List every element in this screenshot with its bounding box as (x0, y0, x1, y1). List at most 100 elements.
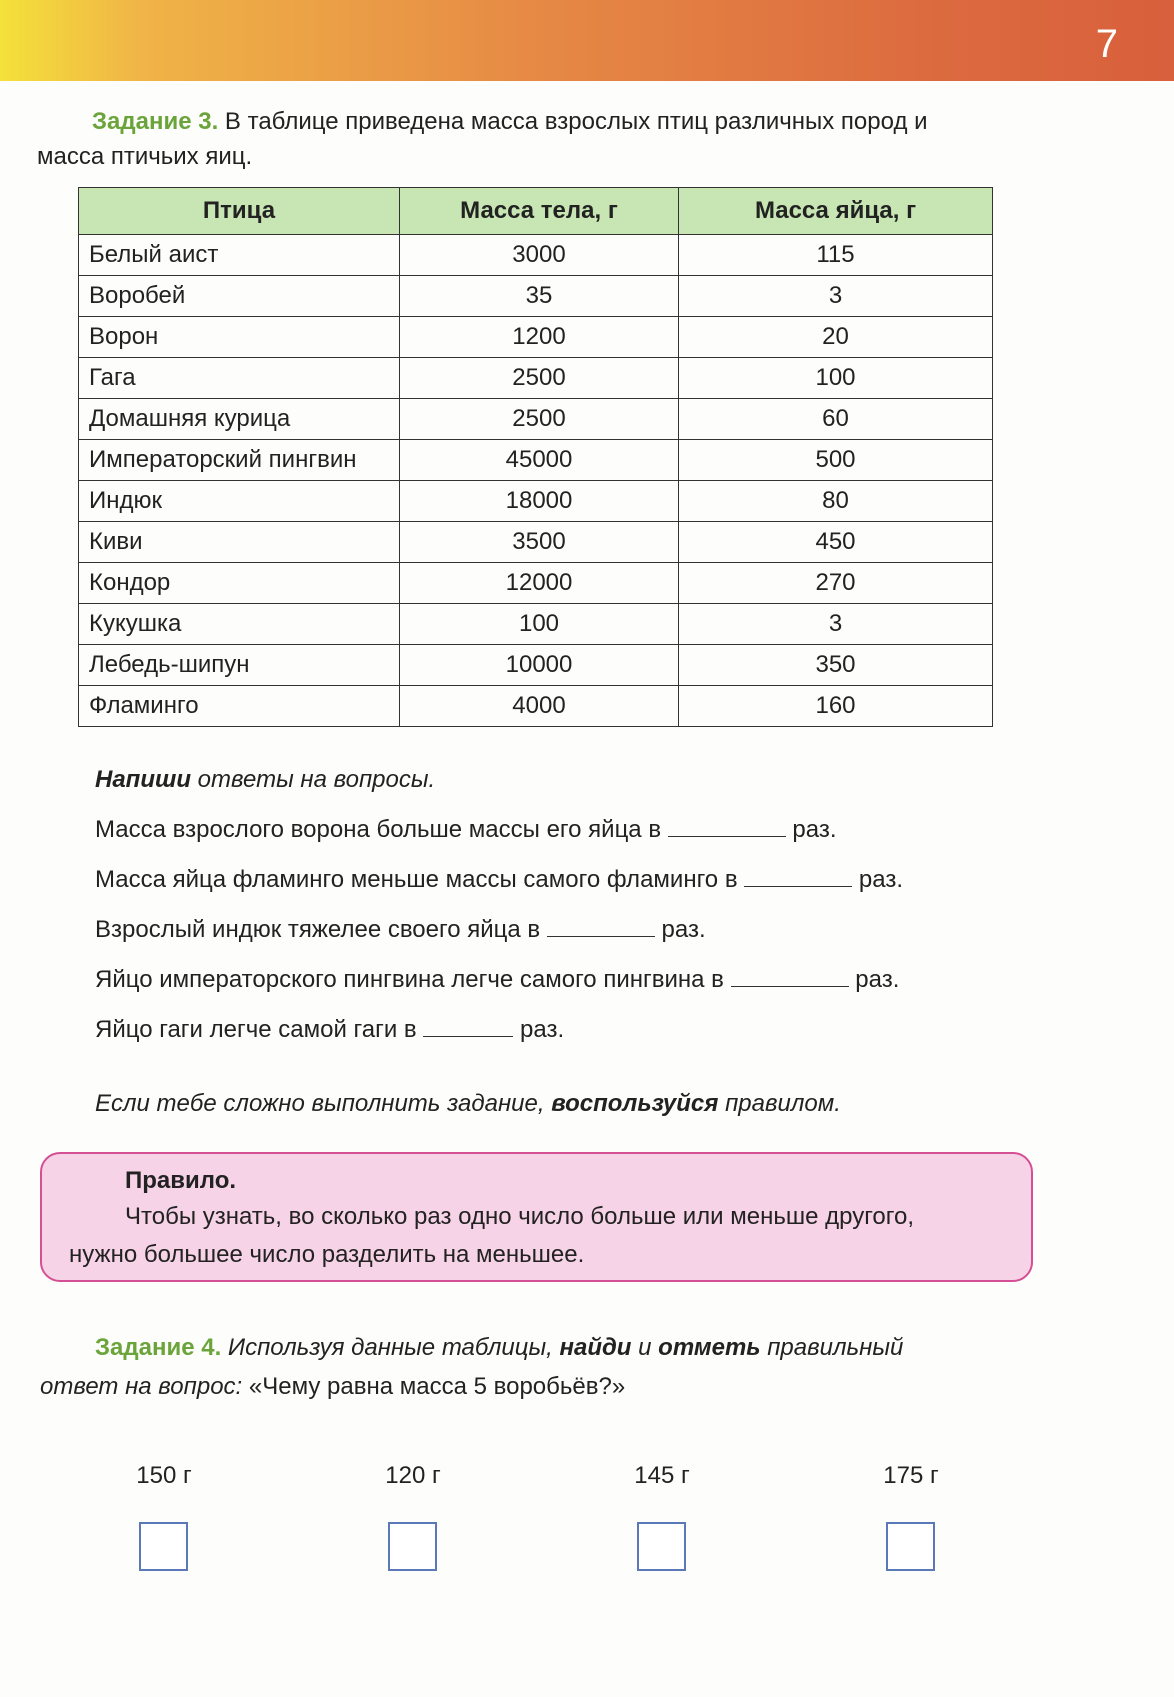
question-suffix: раз. (855, 966, 900, 993)
table-row: Гага 2500 100 (78, 357, 993, 399)
question-suffix: раз. (520, 1016, 565, 1043)
body-mass: 18000 (399, 480, 679, 522)
rule-line2: нужно большее число разделить на меньшее… (69, 1241, 585, 1268)
bird-name: Кукушка (78, 603, 400, 645)
table-row: Ворон 1200 20 (78, 316, 993, 358)
rule-title: Правило. (125, 1167, 237, 1194)
page-number: 7 (1095, 22, 1118, 66)
task3-line2: масса птичьих яиц. (37, 143, 253, 170)
body-mass: 3000 (399, 234, 679, 276)
body-mass: 2500 (399, 357, 679, 399)
egg-mass: 350 (678, 644, 993, 686)
egg-mass: 160 (678, 685, 993, 727)
task4-quote: «Чему равна масса 5 воробьёв?» (248, 1373, 626, 1400)
table-row: Индюк 18000 80 (78, 480, 993, 522)
body-mass: 45000 (399, 439, 679, 481)
egg-mass: 100 (678, 357, 993, 399)
question-suffix: раз. (792, 816, 837, 843)
task4-t2: и (631, 1334, 659, 1361)
question-suffix: раз. (661, 916, 706, 943)
option-label: 145 г (634, 1462, 690, 1489)
option-checkbox[interactable] (388, 1522, 437, 1571)
answer-blank[interactable] (423, 1014, 514, 1037)
bird-name: Императорский пингвин (78, 439, 400, 481)
body-mass: 2500 (399, 398, 679, 440)
answer-blank[interactable] (730, 964, 849, 987)
body-mass: 100 (399, 603, 679, 645)
question: Взрослый индюк тяжелее своего яйца в раз… (95, 913, 706, 947)
egg-mass: 3 (678, 275, 993, 317)
egg-mass: 115 (678, 234, 993, 276)
body-mass: 3500 (399, 521, 679, 563)
question: Масса взрослого ворона больше массы его … (95, 813, 837, 847)
header-body-mass: Масса тела, г (399, 187, 679, 235)
answer-blank[interactable] (744, 864, 853, 887)
body-mass: 35 (399, 275, 679, 317)
option-checkbox[interactable] (886, 1522, 935, 1571)
intro-rest: ответы на вопросы. (191, 766, 436, 793)
bird-name: Ворон (78, 316, 400, 358)
task4-t4: ответ на вопрос: (40, 1373, 249, 1400)
option-label: 150 г (136, 1462, 192, 1489)
answer-blank[interactable] (667, 814, 786, 837)
option-label: 175 г (883, 1462, 939, 1489)
egg-mass: 270 (678, 562, 993, 604)
hint-a: Если тебе сложно выполнить задание, (95, 1090, 552, 1117)
bird-name: Гага (78, 357, 400, 399)
task4-t1: Используя данные таблицы, (221, 1334, 560, 1361)
questions-intro: Напиши ответы на вопросы. (95, 763, 435, 797)
header-bird: Птица (78, 187, 400, 235)
hint-c: правилом. (718, 1090, 841, 1117)
answer-blank[interactable] (546, 914, 655, 937)
bird-name: Воробей (78, 275, 400, 317)
table-row: Кондор 12000 270 (78, 562, 993, 604)
bird-name: Кондор (78, 562, 400, 604)
hint-text: Если тебе сложно выполнить задание, восп… (95, 1087, 841, 1121)
question-text: Яйцо императорского пингвина легче самог… (95, 966, 724, 993)
egg-mass: 3 (678, 603, 993, 645)
table-row: Белый аист 3000 115 (78, 234, 993, 276)
task4-b2: отметь (658, 1334, 761, 1361)
header-banner: 7 (0, 0, 1174, 81)
question-suffix: раз. (858, 866, 904, 893)
question: Масса яйца фламинго меньше массы самого … (95, 863, 903, 897)
question-text: Масса яйца фламинго меньше массы самого … (95, 866, 738, 893)
question-text: Взрослый индюк тяжелее своего яйца в (95, 916, 541, 943)
task3-label: Задание 3. (92, 108, 219, 135)
bird-name: Белый аист (78, 234, 400, 276)
option-checkbox[interactable] (139, 1522, 188, 1571)
option-label: 120 г (385, 1462, 441, 1489)
rule-line1: Чтобы узнать, во сколько раз одно число … (125, 1203, 915, 1230)
table-row: Кукушка 100 3 (78, 603, 993, 645)
egg-mass: 80 (678, 480, 993, 522)
question-text: Масса взрослого ворона больше массы его … (95, 816, 662, 843)
table-row: Воробей 35 3 (78, 275, 993, 317)
task4-t3: правильный (760, 1334, 904, 1361)
bird-name: Лебедь-шипун (78, 644, 400, 686)
body-mass: 10000 (399, 644, 679, 686)
body-mass: 4000 (399, 685, 679, 727)
option-checkbox[interactable] (637, 1522, 686, 1571)
bird-mass-table: Птица Масса тела, г Масса яйца, г Белый … (78, 187, 993, 727)
task4-line2: ответ на вопрос: «Чему равна масса 5 вор… (40, 1370, 625, 1404)
rule-box: Правило. Чтобы узнать, во сколько раз од… (40, 1152, 1033, 1282)
egg-mass: 60 (678, 398, 993, 440)
bird-name: Киви (78, 521, 400, 563)
bird-name: Фламинго (78, 685, 400, 727)
task3-text: В таблице приведена масса взрослых птиц … (218, 108, 928, 135)
task4-line1: Задание 4. Используя данные таблицы, най… (95, 1331, 903, 1365)
question-text: Яйцо гаги легче самой гаги в (95, 1016, 417, 1043)
task4-label: Задание 4. (95, 1334, 222, 1361)
table-row: Домашняя курица 2500 60 (78, 398, 993, 440)
task4-b1: найди (559, 1334, 632, 1361)
table-row: Лебедь-шипун 10000 350 (78, 644, 993, 686)
bird-name: Индюк (78, 480, 400, 522)
table-row: Фламинго 4000 160 (78, 685, 993, 727)
header-egg-mass: Масса яйца, г (678, 187, 993, 235)
bird-name: Домашняя курица (78, 398, 400, 440)
table-row: Киви 3500 450 (78, 521, 993, 563)
egg-mass: 20 (678, 316, 993, 358)
question: Яйцо императорского пингвина легче самог… (95, 963, 899, 997)
body-mass: 1200 (399, 316, 679, 358)
